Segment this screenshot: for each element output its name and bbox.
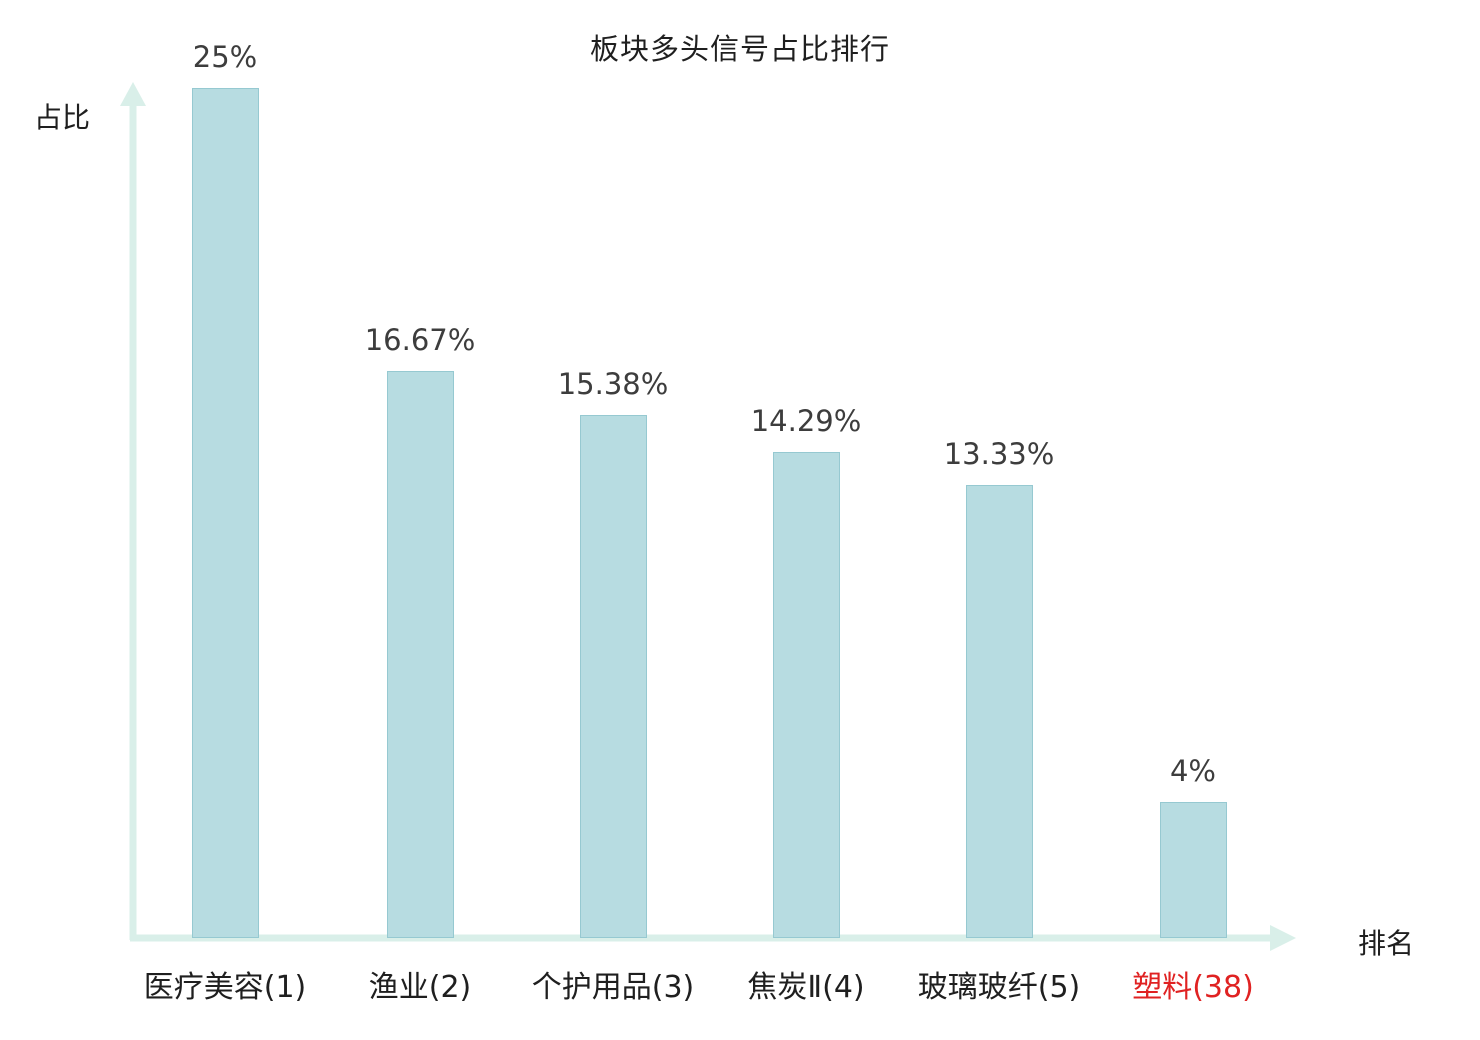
- bar: [966, 485, 1033, 938]
- bar-value-label: 16.67%: [364, 323, 476, 357]
- bar-value-label: 14.29%: [750, 404, 862, 438]
- bar-value-label: 13.33%: [943, 437, 1055, 471]
- bar: [1160, 802, 1227, 938]
- bar: [773, 452, 840, 938]
- bar-category-label: 玻璃玻纤(5): [917, 970, 1081, 1005]
- x-axis-label: 排名: [1358, 927, 1415, 960]
- bar: [580, 415, 647, 938]
- y-axis-label: 占比: [34, 101, 91, 134]
- bar-category-label: 塑料(38): [1132, 970, 1254, 1005]
- bar-value-label: 15.38%: [557, 367, 669, 401]
- bar-category-label: 个护用品(3): [531, 970, 695, 1005]
- bar-value-label: 25%: [192, 40, 258, 74]
- x-axis-arrow-icon: [1270, 925, 1296, 951]
- bar-value-label: 4%: [1169, 754, 1216, 788]
- y-axis-arrow-icon: [120, 82, 146, 106]
- bar: [387, 371, 454, 938]
- bar-category-label: 医疗美容(1): [143, 970, 307, 1005]
- bar-category-label: 渔业(2): [368, 970, 472, 1005]
- bar-category-label: 焦炭Ⅱ(4): [747, 970, 865, 1005]
- bar: [192, 88, 259, 938]
- chart-title: 板块多头信号占比排行: [589, 32, 890, 66]
